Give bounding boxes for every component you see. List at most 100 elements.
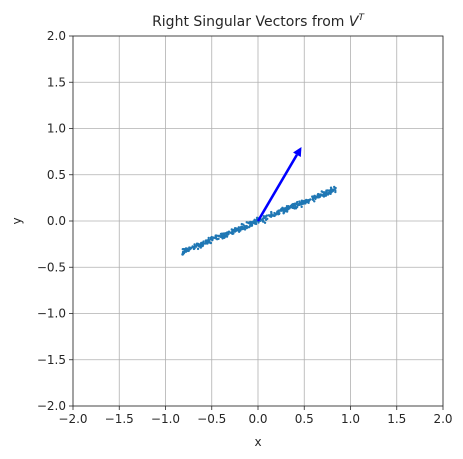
- scatter-point: [200, 241, 204, 245]
- scatter-point: [186, 247, 189, 251]
- scatter-point: [291, 206, 295, 209]
- scatter-point: [189, 246, 192, 250]
- scatter-point: [245, 226, 248, 230]
- scatter-point: [219, 235, 222, 238]
- scatter-point: [217, 237, 220, 241]
- scatter-point: [233, 230, 236, 233]
- scatter-point: [215, 234, 218, 237]
- scatter-point: [281, 207, 285, 210]
- scatter-point: [242, 223, 245, 226]
- vector-arrowhead: [293, 147, 302, 158]
- scatter-point: [284, 209, 287, 212]
- scatter-point: [206, 239, 209, 242]
- scatter-point: [225, 235, 229, 238]
- scatter-point: [302, 200, 305, 204]
- scatter-point: [229, 231, 232, 234]
- x-tick-label: −0.5: [197, 412, 226, 426]
- scatter-point: [239, 226, 242, 229]
- scatter-point: [282, 212, 285, 215]
- scatter-point: [326, 193, 329, 196]
- vector-shaft: [256, 154, 299, 222]
- y-tick-label: 1.5: [47, 75, 66, 89]
- chart-title-math-sup: T: [358, 13, 365, 23]
- scatter-point: [333, 188, 336, 191]
- scatter-point: [314, 195, 317, 198]
- scatter-point: [261, 217, 264, 221]
- scatter-point: [187, 249, 190, 253]
- scatter-point: [237, 226, 241, 229]
- scatter-point: [214, 237, 218, 240]
- scatter-point: [247, 225, 251, 229]
- x-tick-label: 0.0: [248, 412, 267, 426]
- x-axis-label: x: [254, 435, 261, 449]
- x-tick-label: 1.5: [387, 412, 406, 426]
- scatter-point: [300, 205, 303, 209]
- scatter-point: [334, 190, 337, 194]
- scatter-point: [255, 219, 258, 223]
- scatter-point: [269, 215, 273, 218]
- scatter-point: [321, 194, 325, 197]
- scatter-point: [201, 244, 204, 248]
- x-tick-label: −1.5: [105, 412, 134, 426]
- y-tick-label: 2.0: [47, 29, 66, 43]
- scatter-point: [242, 227, 246, 230]
- vector-series: [256, 147, 302, 222]
- scatter-point: [209, 241, 213, 245]
- scatter-point: [296, 203, 300, 207]
- x-tick-label: −2.0: [58, 412, 87, 426]
- scatter-point: [270, 210, 273, 214]
- scatter-point: [222, 236, 226, 240]
- scatter-point: [193, 247, 196, 250]
- scatter-point: [193, 243, 196, 246]
- scatter-point: [231, 230, 234, 233]
- scatter-point: [226, 232, 230, 235]
- scatter-point: [313, 200, 316, 203]
- scatter-point: [196, 247, 200, 251]
- scatter-point: [294, 207, 298, 210]
- chart-title-math-base: V: [349, 14, 360, 30]
- scatter-point: [277, 209, 280, 212]
- y-tick-label: −1.0: [37, 307, 66, 321]
- scatter-point: [234, 227, 237, 230]
- scatter-point: [279, 208, 282, 212]
- scatter-point: [330, 188, 334, 192]
- axis-ticks: −2.0 −1.5 −1.0 −0.5 0.0 0.5 1.0 1.5 2.0 −2.0 −1.5 −…: [37, 29, 453, 426]
- x-tick-label: 1.0: [341, 412, 360, 426]
- scatter-point: [210, 235, 213, 239]
- chart-title-prefix: Right Singular Vectors from: [152, 14, 349, 30]
- scatter-point: [276, 213, 280, 216]
- scatter-point: [298, 200, 301, 203]
- scatter-point: [249, 222, 252, 225]
- scatter-point: [263, 215, 266, 219]
- scatter-point: [263, 221, 267, 224]
- scatter-point: [305, 199, 309, 202]
- scatter-point: [211, 238, 214, 241]
- scatter-point: [182, 252, 186, 255]
- y-tick-label: −0.5: [37, 260, 66, 274]
- scatter-point: [324, 193, 327, 196]
- y-tick-label: −1.5: [37, 353, 66, 367]
- y-tick-label: 1.0: [47, 122, 66, 136]
- y-tick-label: 0.5: [47, 168, 66, 182]
- scatter-point: [266, 217, 269, 221]
- chart-title: Right Singular Vectors from VT: [152, 13, 365, 30]
- x-tick-label: 0.5: [295, 412, 314, 426]
- scatter-point: [296, 200, 299, 204]
- scatter-point: [316, 192, 320, 196]
- x-tick-label: 2.0: [433, 412, 452, 426]
- y-tick-label: 0.0: [47, 214, 66, 228]
- scatter-point: [286, 206, 290, 209]
- y-axis-label: y: [10, 217, 24, 224]
- scatter-point: [326, 189, 329, 192]
- scatter-point: [311, 195, 315, 198]
- scatter-point: [291, 203, 294, 207]
- scatter-point: [236, 228, 239, 231]
- scatter-point: [320, 190, 323, 193]
- scatter-point: [274, 213, 278, 216]
- scatter-point: [205, 242, 209, 245]
- y-tick-label: −2.0: [37, 399, 66, 413]
- scatter-point: [262, 220, 265, 223]
- x-tick-label: −1.0: [151, 412, 180, 426]
- scatter-point: [311, 198, 315, 201]
